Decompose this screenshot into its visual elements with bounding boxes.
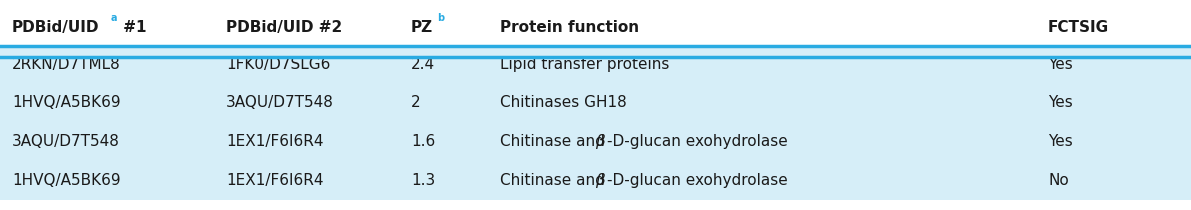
Text: Yes: Yes bbox=[1048, 95, 1073, 110]
Text: a: a bbox=[111, 13, 117, 23]
Text: Yes: Yes bbox=[1048, 134, 1073, 149]
Text: 1EX1/F6I6R4: 1EX1/F6I6R4 bbox=[226, 173, 324, 188]
Text: #1: #1 bbox=[118, 20, 146, 35]
FancyBboxPatch shape bbox=[0, 83, 1191, 122]
Text: 2.4: 2.4 bbox=[411, 56, 435, 72]
FancyBboxPatch shape bbox=[0, 45, 1191, 84]
Text: 2: 2 bbox=[411, 95, 420, 110]
Text: 3AQU/D7T548: 3AQU/D7T548 bbox=[12, 134, 120, 149]
Text: Chitinases GH18: Chitinases GH18 bbox=[500, 95, 626, 110]
Text: 1HVQ/A5BK69: 1HVQ/A5BK69 bbox=[12, 95, 120, 110]
Text: FCTSIG: FCTSIG bbox=[1048, 20, 1109, 35]
Text: -D-glucan exohydrolase: -D-glucan exohydrolase bbox=[606, 173, 787, 188]
FancyBboxPatch shape bbox=[0, 161, 1191, 200]
Text: Yes: Yes bbox=[1048, 56, 1073, 72]
Text: b: b bbox=[437, 13, 444, 23]
Text: 1EX1/F6I6R4: 1EX1/F6I6R4 bbox=[226, 134, 324, 149]
Text: PDBid/UID #2: PDBid/UID #2 bbox=[226, 20, 343, 35]
Text: 1FK0/D7SLG6: 1FK0/D7SLG6 bbox=[226, 56, 331, 72]
Text: 1.6: 1.6 bbox=[411, 134, 435, 149]
Text: 1.3: 1.3 bbox=[411, 173, 435, 188]
Text: No: No bbox=[1048, 173, 1068, 188]
Text: Chitinase and: Chitinase and bbox=[500, 134, 610, 149]
Text: Lipid transfer proteins: Lipid transfer proteins bbox=[500, 56, 669, 72]
Text: β: β bbox=[596, 134, 605, 149]
Text: 3AQU/D7T548: 3AQU/D7T548 bbox=[226, 95, 335, 110]
Text: PDBid/UID: PDBid/UID bbox=[12, 20, 99, 35]
Text: 2RKN/D7TML8: 2RKN/D7TML8 bbox=[12, 56, 120, 72]
FancyBboxPatch shape bbox=[0, 122, 1191, 161]
Text: Chitinase and: Chitinase and bbox=[500, 173, 610, 188]
Text: -D-glucan exohydrolase: -D-glucan exohydrolase bbox=[606, 134, 787, 149]
Text: 1HVQ/A5BK69: 1HVQ/A5BK69 bbox=[12, 173, 120, 188]
Text: β: β bbox=[596, 173, 605, 188]
Text: Protein function: Protein function bbox=[500, 20, 640, 35]
Text: PZ: PZ bbox=[411, 20, 434, 35]
